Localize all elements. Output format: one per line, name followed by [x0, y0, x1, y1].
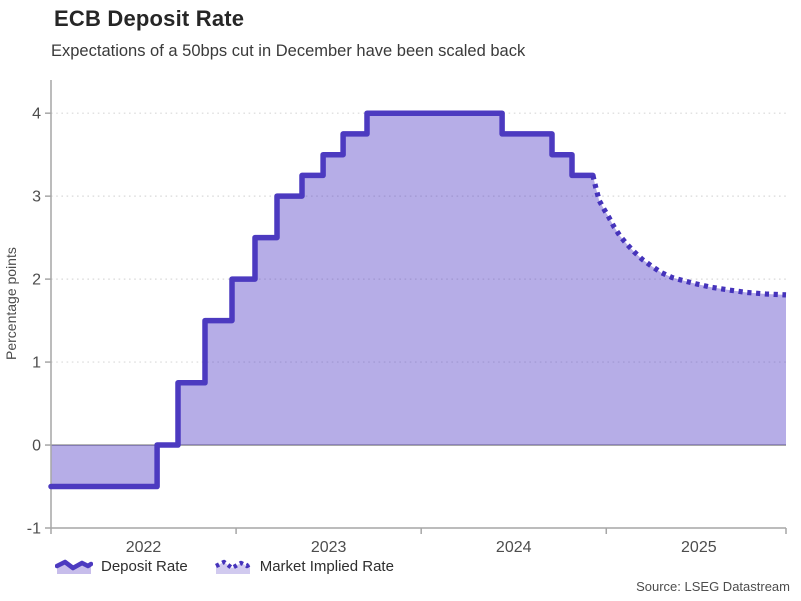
y-tick-label: 1: [32, 355, 41, 372]
y-tick-label: 0: [32, 438, 41, 455]
chart-title: ECB Deposit Rate: [54, 6, 245, 31]
y-tick-label: 3: [32, 189, 41, 206]
y-tick-label: 2: [32, 272, 41, 289]
dotted-line-legend-swatch-icon: [214, 559, 251, 574]
solid-line-legend-swatch-icon: [55, 559, 93, 574]
y-tick-label: -1: [27, 521, 41, 538]
source-credit: Source: LSEG Datastream: [636, 579, 790, 594]
legend-item-deposit-rate: Deposit Rate: [55, 558, 188, 575]
legend-label-deposit-rate: Deposit Rate: [101, 558, 188, 575]
market-implied-rate-line: [590, 174, 787, 298]
legend-label-market-implied-rate: Market Implied Rate: [259, 558, 394, 575]
x-tick-label: 2022: [126, 539, 162, 556]
y-tick-label: 4: [32, 106, 41, 123]
x-tick-label: 2024: [496, 539, 532, 556]
legend: Deposit Rate Market Implied Rate: [55, 558, 394, 575]
rate-area-fill: [51, 113, 786, 487]
deposit-rate-line: [48, 110, 596, 490]
legend-item-market-implied-rate: Market Implied Rate: [214, 558, 394, 575]
x-tick-label: 2023: [311, 539, 347, 556]
chart-subtitle: Expectations of a 50bps cut in December …: [51, 42, 526, 60]
x-tick-label: 2025: [681, 539, 717, 556]
